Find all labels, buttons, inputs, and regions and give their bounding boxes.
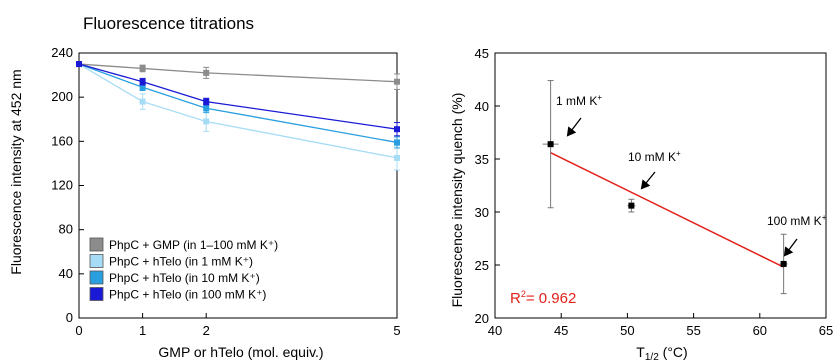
data-point [394,78,400,85]
right-y-tick-label: 40 [475,99,489,114]
left-y-tick-label: 200 [51,89,73,104]
left-y-tick-label: 40 [59,266,73,281]
right-x-tick-label: 45 [554,323,568,338]
left-x-tick-label: 0 [75,323,82,338]
fit-line [550,151,784,268]
legend-label: PhpC + GMP (in 1–100 mM K⁺) [109,238,278,252]
data-point [139,65,146,72]
left-y-tick-label: 0 [66,310,73,325]
data-point [547,141,554,148]
annotation-arrowhead [783,246,794,257]
data-point [394,126,400,133]
legend-swatch [89,270,104,285]
left-chart-y-axis-label: Fluorescence intensity at 452 nm [8,69,24,274]
left-x-tick-label: 1 [139,323,146,338]
left-y-tick-label: 240 [51,45,73,60]
series-line [78,63,398,144]
data-point [628,202,635,209]
legend-label: PhpC + hTelo (in 10 mM K⁺) [109,271,260,285]
right-y-tick-label: 45 [475,46,489,61]
right-y-tick-label: 35 [475,152,489,167]
right-x-tick-label: 55 [686,323,700,338]
right-y-tick-label: 25 [475,258,489,273]
left-chart-title: Fluorescence titrations [83,14,254,33]
data-point [203,98,210,105]
left-y-tick-label: 80 [59,222,73,237]
data-point [139,78,146,85]
left-x-tick-label: 2 [203,323,210,338]
right-y-tick-label: 20 [475,311,489,326]
data-point [780,260,787,267]
legend-label: PhpC + hTelo (in 1 mM K⁺) [109,255,253,269]
annotation-arrowhead [640,179,651,190]
r-squared-label: R2= 0.962 [510,289,576,307]
data-point [203,118,210,125]
series-line [78,63,398,159]
point-annotation: 1 mM K+ [556,93,602,108]
data-point [139,84,146,91]
data-point [203,105,210,112]
right-chart-y-axis-label: Fluorescence intensity quench (%) [449,93,465,308]
point-annotation: 10 mM K+ [628,149,681,164]
right-chart-x-axis-label: T1/2 (°C) [636,344,687,361]
series-line [78,63,398,83]
data-point [76,61,82,68]
left-x-tick-label: 5 [393,323,400,338]
legend-swatch [89,254,104,268]
legend-swatch [89,237,104,252]
left-y-tick-label: 120 [51,178,73,193]
left-chart-x-axis-label: GMP or hTelo (mol. equiv.) [158,344,323,360]
data-point [394,154,400,161]
right-x-tick-label: 65 [819,323,833,338]
right-x-tick-label: 60 [753,323,767,338]
legend-swatch [89,287,104,301]
series-line [78,63,398,130]
data-point [394,139,400,146]
point-annotation: 100 mM K+ [767,213,827,228]
annotation-arrowhead [566,126,577,137]
right-y-tick-label: 30 [475,205,489,220]
left-y-tick-label: 160 [51,133,73,148]
data-point [139,98,146,105]
data-point [203,69,210,76]
right-x-tick-label: 50 [620,323,634,338]
right-x-tick-label: 40 [488,323,502,338]
right-plot-frame [494,52,827,319]
legend-label: PhpC + hTelo (in 100 mM K⁺) [109,288,266,302]
